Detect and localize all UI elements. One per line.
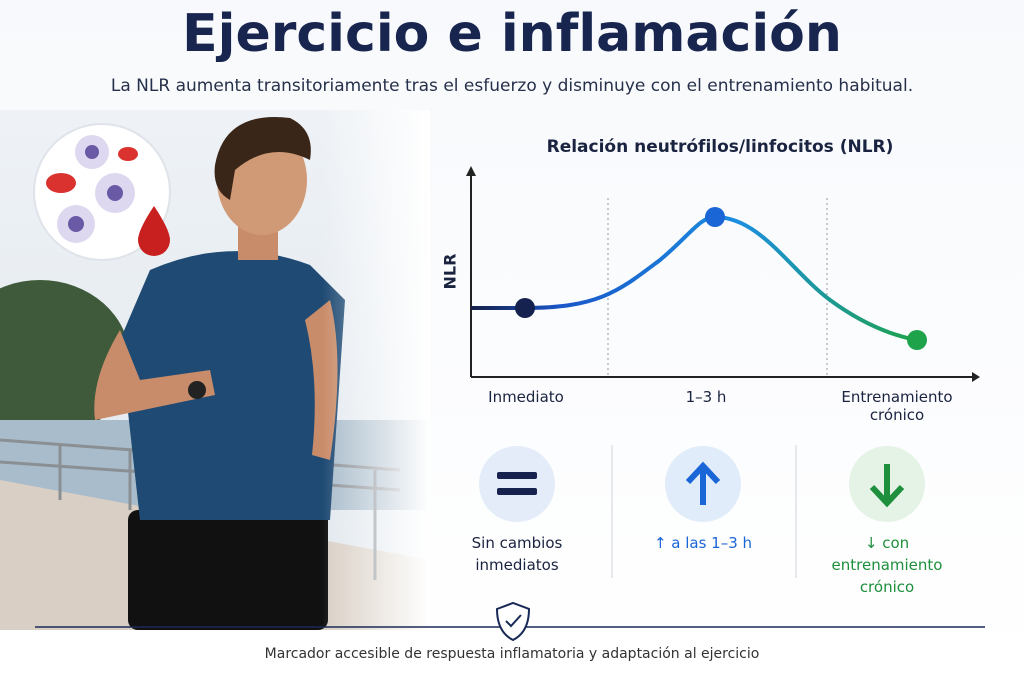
x-label: Entrenamiento crónico [841,388,953,424]
cards [479,445,925,578]
title: Ejercicio e inflamación [182,4,842,64]
card-label: ↓ con entrenamiento crónico [831,534,943,596]
footer-rule [35,601,985,642]
x-label: 1–3 h [685,388,727,406]
footer: Marcador accesible de respuesta inflamat… [264,646,760,662]
y-axis-label: NLR [440,253,460,290]
chart-title: Relación neutrófilos/linfocitos (NLR) [546,137,894,157]
x-label: Inmediato [488,388,564,406]
subtitle: La NLR aumenta transitoriamente tras el … [110,76,914,96]
card-label: Sin cambios inmediatos [471,534,563,574]
cells-icon [33,123,171,261]
card-label: ↑ a las 1–3 h [653,534,753,552]
nlr-chart [466,166,980,382]
